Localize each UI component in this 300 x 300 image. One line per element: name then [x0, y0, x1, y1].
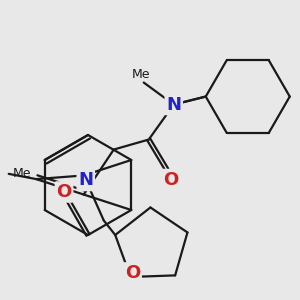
Text: O: O: [56, 183, 72, 201]
Text: Me: Me: [13, 167, 31, 180]
Text: O: O: [163, 170, 178, 188]
Text: Me: Me: [131, 68, 150, 81]
Text: O: O: [125, 264, 140, 282]
Text: N: N: [78, 172, 93, 190]
Text: N: N: [166, 95, 181, 113]
